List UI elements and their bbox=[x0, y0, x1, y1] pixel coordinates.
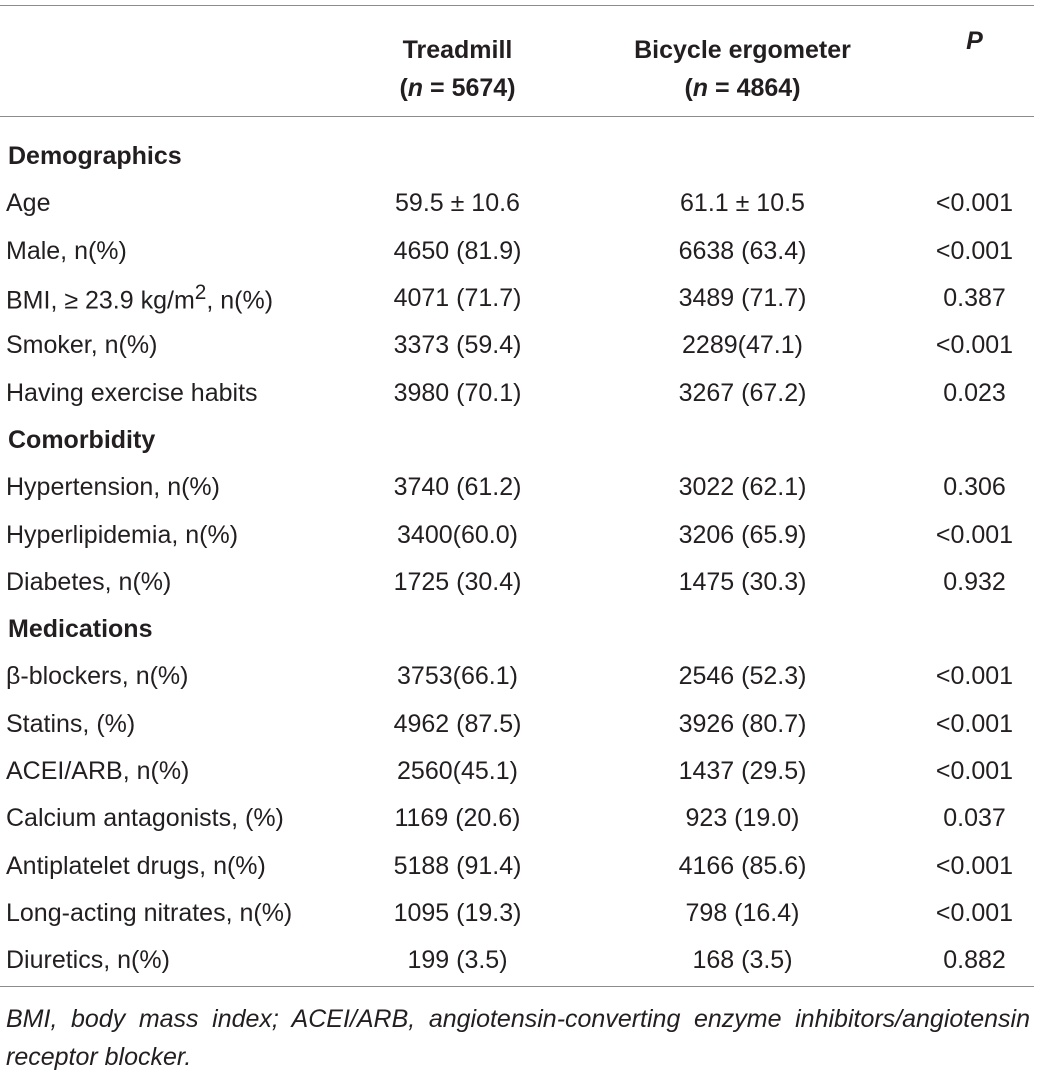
treadmill-cell: 3980 (70.1) bbox=[393, 378, 522, 407]
p-cell: 0.306 bbox=[943, 473, 1006, 502]
bicycle-cell: 1475 (30.3) bbox=[678, 567, 807, 596]
bicycle-cell: 3206 (65.9) bbox=[678, 520, 807, 549]
p-cell: <0.001 bbox=[935, 520, 1014, 549]
bicycle-cell: 61.1 ± 10.5 bbox=[680, 189, 805, 218]
bicycle-cell: 3267 (67.2) bbox=[678, 378, 807, 407]
row-label: ACEI/ARB, n(%) bbox=[6, 757, 190, 785]
table-row: Long-acting nitrates, n(%) 1095 (19.3) 7… bbox=[0, 890, 1034, 937]
row-label: Calcium antagonists, (%) bbox=[6, 804, 284, 833]
bicycle-cell: 2289(47.1) bbox=[682, 331, 803, 360]
table-row: Hypertension, n(%) 3740 (61.2) 3022 (62.… bbox=[0, 464, 1034, 511]
treadmill-cell: 5188 (91.4) bbox=[393, 851, 522, 880]
header-rule bbox=[0, 116, 1034, 117]
p-cell: <0.001 bbox=[935, 898, 1014, 927]
table-row: Age 59.5 ± 10.6 61.1 ± 10.5 <0.001 bbox=[0, 180, 1034, 227]
baseline-characteristics-table: Treadmill (n = 5674) Bicycle ergometer (… bbox=[0, 5, 1034, 984]
section-comorbidity: Comorbidity bbox=[8, 425, 156, 454]
p-cell: <0.001 bbox=[935, 189, 1014, 218]
section-row: Medications bbox=[0, 606, 1034, 653]
p-cell: <0.001 bbox=[935, 757, 1014, 785]
table-row: Diuretics, n(%) 199 (3.5) 168 (3.5) 0.88… bbox=[0, 937, 1034, 984]
bicycle-cell: 3926 (80.7) bbox=[678, 709, 807, 738]
row-label: Hyperlipidemia, n(%) bbox=[6, 520, 239, 549]
bicycle-cell: 3022 (62.1) bbox=[678, 473, 807, 502]
bicycle-cell: 1437 (29.5) bbox=[678, 757, 807, 785]
header-row: Treadmill (n = 5674) Bicycle ergometer (… bbox=[0, 5, 1034, 133]
table-row: BMI, ≥ 23.9 kg/m2, n(%) 4071 (71.7) 3489… bbox=[0, 275, 1034, 322]
p-cell: <0.001 bbox=[935, 709, 1014, 738]
row-label: Male, n(%) bbox=[6, 236, 127, 265]
bicycle-cell: 168 (3.5) bbox=[692, 946, 793, 975]
treadmill-cell: 1169 (20.6) bbox=[394, 804, 521, 833]
section-demographics: Demographics bbox=[8, 142, 182, 171]
row-label: Diabetes, n(%) bbox=[6, 567, 172, 596]
treadmill-cell: 1095 (19.3) bbox=[393, 898, 522, 927]
treadmill-cell: 3373 (59.4) bbox=[393, 331, 522, 360]
bicycle-cell: 798 (16.4) bbox=[685, 898, 800, 927]
treadmill-cell: 4962 (87.5) bbox=[393, 709, 522, 738]
section-medications: Medications bbox=[8, 615, 153, 644]
section-row: Comorbidity bbox=[0, 417, 1034, 464]
header-treadmill: Treadmill (n = 5674) bbox=[399, 36, 516, 102]
p-cell: 0.882 bbox=[943, 946, 1006, 975]
table-row: Diabetes, n(%) 1725 (30.4) 1475 (30.3) 0… bbox=[0, 559, 1034, 606]
table-row: β-blockers, n(%) 3753(66.1) 2546 (52.3) … bbox=[0, 653, 1034, 700]
p-cell: 0.037 bbox=[943, 804, 1006, 833]
treadmill-cell: 3400(60.0) bbox=[397, 520, 518, 549]
table-row: Antiplatelet drugs, n(%) 5188 (91.4) 416… bbox=[0, 842, 1034, 889]
row-label: Statins, (%) bbox=[6, 709, 136, 738]
bicycle-cell: 923 (19.0) bbox=[685, 804, 800, 833]
row-label: Smoker, n(%) bbox=[6, 331, 158, 360]
p-cell: <0.001 bbox=[935, 662, 1014, 691]
header-bicycle-ergometer: Bicycle ergometer (n = 4864) bbox=[634, 36, 851, 102]
row-label: Hypertension, n(%) bbox=[6, 473, 220, 502]
treadmill-cell: 199 (3.5) bbox=[407, 946, 508, 975]
table-row: Having exercise habits 3980 (70.1) 3267 … bbox=[0, 369, 1034, 416]
row-label: Diuretics, n(%) bbox=[6, 946, 170, 975]
p-cell: <0.001 bbox=[935, 236, 1014, 265]
row-label: Age bbox=[6, 189, 51, 218]
row-label: Having exercise habits bbox=[6, 378, 258, 407]
p-cell: <0.001 bbox=[935, 331, 1014, 360]
bicycle-cell: 4166 (85.6) bbox=[678, 851, 807, 880]
table-row: Smoker, n(%) 3373 (59.4) 2289(47.1) <0.0… bbox=[0, 322, 1034, 369]
section-row: Demographics bbox=[0, 133, 1034, 180]
p-cell: 0.387 bbox=[943, 284, 1006, 313]
row-label: β-blockers, n(%) bbox=[6, 662, 189, 691]
bottom-rule bbox=[0, 986, 1034, 987]
bicycle-cell: 6638 (63.4) bbox=[678, 236, 807, 265]
row-label: BMI, ≥ 23.9 kg/m2, n(%) bbox=[6, 281, 274, 315]
p-cell: <0.001 bbox=[935, 851, 1014, 880]
treadmill-cell: 1725 (30.4) bbox=[393, 567, 522, 596]
header-blank bbox=[0, 5, 345, 133]
table-row: Male, n(%) 4650 (81.9) 6638 (63.4) <0.00… bbox=[0, 228, 1034, 275]
treadmill-cell: 4650 (81.9) bbox=[393, 236, 522, 265]
header-p-value: P bbox=[966, 27, 983, 55]
table-row: Calcium antagonists, (%) 1169 (20.6) 923… bbox=[0, 795, 1034, 842]
table-row: Statins, (%) 4962 (87.5) 3926 (80.7) <0.… bbox=[0, 701, 1034, 748]
row-label: Long-acting nitrates, n(%) bbox=[6, 898, 293, 927]
p-cell: 0.023 bbox=[943, 378, 1006, 407]
treadmill-cell: 2560(45.1) bbox=[397, 757, 518, 785]
table-row: ACEI/ARB, n(%) 2560(45.1) 1437 (29.5) <0… bbox=[0, 748, 1034, 795]
top-rule bbox=[0, 5, 1034, 6]
bicycle-cell: 3489 (71.7) bbox=[678, 284, 807, 313]
treadmill-cell: 59.5 ± 10.6 bbox=[395, 189, 520, 218]
p-cell: 0.932 bbox=[943, 567, 1006, 596]
table-row: Hyperlipidemia, n(%) 3400(60.0) 3206 (65… bbox=[0, 511, 1034, 558]
bicycle-cell: 2546 (52.3) bbox=[678, 662, 807, 691]
treadmill-cell: 3753(66.1) bbox=[397, 662, 518, 691]
treadmill-cell: 4071 (71.7) bbox=[393, 284, 522, 313]
row-label: Antiplatelet drugs, n(%) bbox=[6, 851, 266, 880]
treadmill-cell: 3740 (61.2) bbox=[393, 473, 522, 502]
table-footnote: BMI, body mass index; ACEI/ARB, angioten… bbox=[6, 1005, 1030, 1071]
